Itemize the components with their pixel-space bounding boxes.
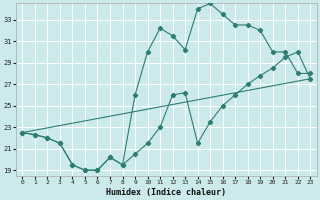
X-axis label: Humidex (Indice chaleur): Humidex (Indice chaleur) — [106, 188, 226, 197]
